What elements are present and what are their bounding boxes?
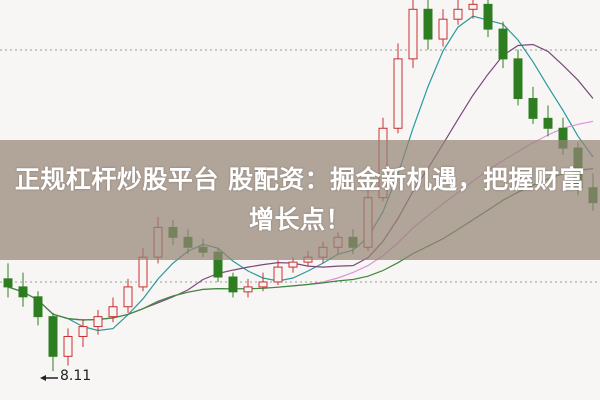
candle-body bbox=[18, 286, 28, 298]
candle-down bbox=[483, 0, 493, 38]
candle-body bbox=[288, 261, 298, 268]
ma5-line bbox=[7, 15, 594, 332]
candle-down bbox=[423, 0, 433, 50]
candle-up bbox=[243, 278, 253, 298]
candle-down bbox=[48, 312, 58, 372]
candle-down bbox=[513, 49, 523, 106]
candle-body bbox=[408, 8, 418, 60]
candle-body bbox=[93, 316, 103, 328]
candle-down bbox=[228, 272, 238, 298]
candle-body bbox=[513, 58, 523, 100]
candle-body bbox=[468, 3, 478, 10]
candle-body bbox=[453, 8, 463, 20]
candle-body bbox=[273, 266, 283, 283]
candle-up bbox=[408, 0, 418, 69]
candle-body bbox=[138, 256, 148, 288]
candle-up bbox=[108, 297, 118, 323]
candle-body bbox=[438, 18, 448, 40]
candle-down bbox=[3, 263, 13, 298]
candle-body bbox=[243, 286, 253, 293]
candle-body bbox=[3, 278, 13, 288]
low-price-label: 8.11 bbox=[60, 368, 92, 384]
candle-body bbox=[423, 8, 433, 40]
candle-body bbox=[258, 281, 268, 288]
article-title: 正规杠杆炒股平台 股配资：掘金新机遇，把握财富增长点！ bbox=[14, 165, 586, 234]
candle-body bbox=[483, 3, 493, 30]
candle-body bbox=[543, 117, 553, 129]
candle-up bbox=[393, 43, 403, 134]
candle-up bbox=[453, 0, 463, 25]
candle-up bbox=[258, 272, 268, 292]
title-banner: 正规杠杆炒股平台 股配资：掘金新机遇，把握财富增长点！ bbox=[0, 140, 600, 260]
candle-body bbox=[33, 296, 43, 318]
candle-body bbox=[78, 326, 88, 337]
candle-down bbox=[528, 86, 538, 124]
candle-body bbox=[528, 98, 538, 119]
candle-up bbox=[93, 309, 103, 335]
candle-down bbox=[33, 291, 43, 326]
candle-body bbox=[63, 335, 73, 357]
candle-body bbox=[48, 316, 58, 357]
candle-down bbox=[498, 21, 508, 69]
candle-body bbox=[498, 28, 508, 60]
candle-up bbox=[468, 0, 478, 19]
candle-up bbox=[273, 260, 283, 286]
candle-body bbox=[228, 276, 238, 293]
candle-body bbox=[108, 306, 118, 318]
low-arrowhead bbox=[40, 375, 46, 381]
candle-up bbox=[438, 9, 448, 47]
candle-body bbox=[393, 58, 403, 129]
candle-up bbox=[123, 278, 133, 313]
candle-down bbox=[543, 105, 553, 137]
candle-body bbox=[123, 286, 133, 308]
candle-up bbox=[63, 328, 73, 366]
candle-down bbox=[18, 272, 28, 307]
candle-up bbox=[78, 319, 88, 348]
